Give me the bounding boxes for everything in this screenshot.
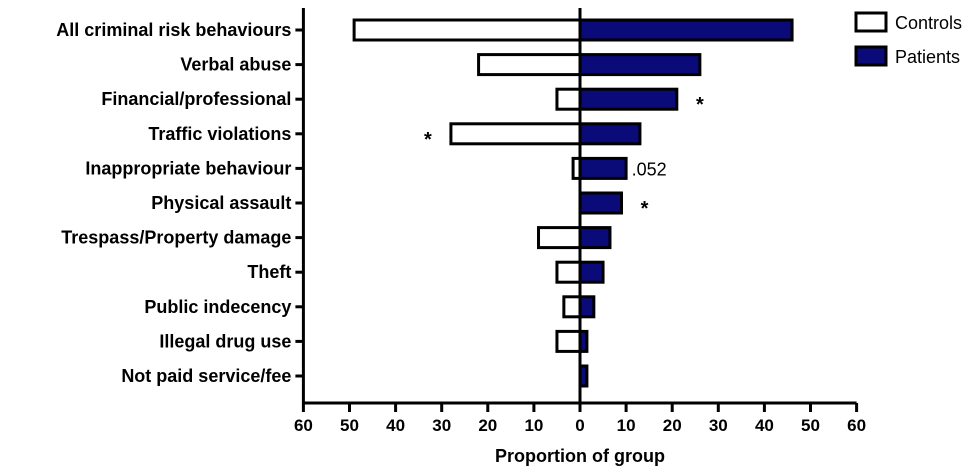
category-label: Traffic violations [148, 124, 291, 144]
bar-controls-6 [537, 226, 582, 250]
x-tick-label: 50 [340, 416, 359, 435]
x-tick-label: 30 [432, 416, 451, 435]
bar-controls-3 [449, 122, 582, 146]
significance-annotations: * * .052 * [424, 94, 704, 220]
bar-patients-2 [578, 87, 679, 111]
bar-patients-4 [578, 156, 628, 180]
bar-patients-5 [578, 191, 623, 215]
category-label: Illegal drug use [159, 331, 291, 351]
bars-group [352, 18, 794, 388]
legend-swatch-controls [854, 11, 888, 33]
x-tick-label: 40 [755, 416, 774, 435]
legend: Controls Patients [854, 11, 962, 67]
bar-controls-8 [562, 295, 582, 319]
bar-controls-9 [555, 329, 582, 353]
bar-controls-7 [555, 260, 582, 284]
legend-label-patients: Patients [895, 47, 960, 67]
x-tick-label: 50 [801, 416, 820, 435]
x-tick-label: 0 [575, 416, 584, 435]
category-label: Physical assault [151, 193, 291, 213]
annotation-3: * [641, 198, 649, 220]
category-label: Trespass/Property damage [61, 228, 291, 248]
x-tick-label: 60 [847, 416, 866, 435]
legend-swatch-patients [854, 45, 888, 67]
legend-label-controls: Controls [895, 13, 962, 33]
category-labels: All criminal risk behaviours Verbal abuse… [56, 20, 291, 386]
x-tick-label: 10 [617, 416, 636, 435]
bar-patients-6 [578, 226, 612, 250]
bar-patients-8 [578, 295, 596, 319]
category-label: All criminal risk behaviours [56, 20, 291, 40]
x-axis-title: Proportion of group [495, 446, 665, 466]
bar-controls-0 [352, 18, 582, 42]
bar-controls-1 [477, 53, 582, 77]
bar-patients-1 [578, 53, 702, 77]
x-ticks: 60 50 40 30 20 10 0 10 20 30 40 50 60 [294, 403, 866, 435]
category-label: Inappropriate behaviour [85, 158, 291, 178]
bar-patients-0 [578, 18, 794, 42]
annotation-2: .052 [632, 159, 667, 179]
x-tick-label: 30 [709, 416, 728, 435]
category-label: Verbal abuse [180, 55, 291, 75]
category-label: Public indecency [144, 297, 291, 317]
bar-patients-7 [578, 260, 605, 284]
category-label: Theft [247, 262, 291, 282]
category-label: Not paid service/fee [121, 366, 291, 386]
x-tick-label: 20 [478, 416, 497, 435]
x-tick-label: 10 [524, 416, 543, 435]
x-tick-label: 40 [386, 416, 405, 435]
bar-controls-2 [555, 87, 582, 111]
bar-patients-3 [578, 122, 642, 146]
annotation-1: * [424, 129, 432, 151]
x-tick-label: 60 [294, 416, 313, 435]
annotation-0: * [696, 94, 704, 116]
category-label: Financial/professional [101, 89, 291, 109]
x-tick-label: 20 [663, 416, 682, 435]
